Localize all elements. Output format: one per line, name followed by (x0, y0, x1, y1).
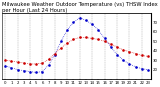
Text: Milwaukee Weather Outdoor Temperature (vs) THSW Index per Hour (Last 24 Hours): Milwaukee Weather Outdoor Temperature (v… (2, 2, 158, 13)
